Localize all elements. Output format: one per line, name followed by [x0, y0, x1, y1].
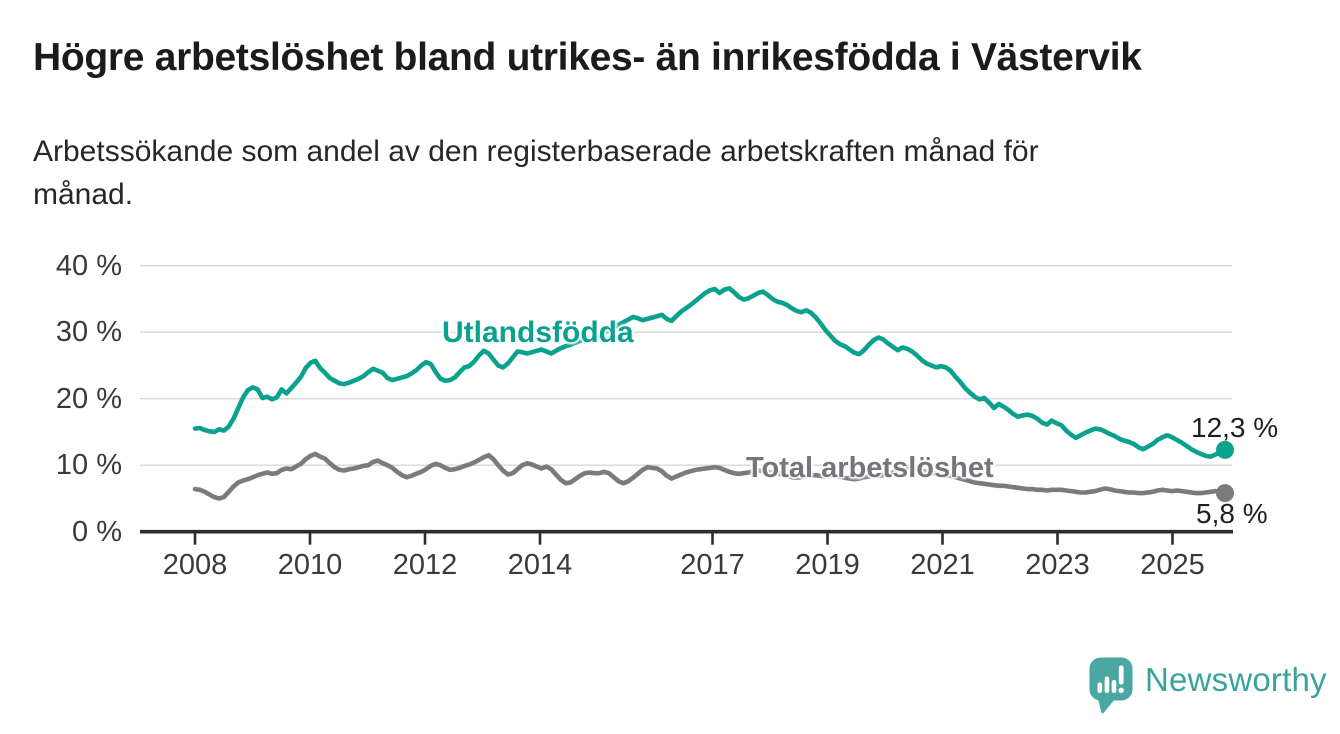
chart-subtitle: Arbetssökande som andel av den registerb…	[33, 130, 1293, 216]
chart-subtitle-line-1: Arbetssökande som andel av den registerb…	[33, 135, 1039, 168]
newsworthy-wordmark: Newsworthy	[1145, 661, 1327, 698]
x-axis-tick-2025: 2025	[1140, 549, 1205, 581]
x-axis-tick-2017: 2017	[680, 549, 745, 581]
x-axis-tick-2021: 2021	[910, 549, 975, 581]
y-axis-tick-40: 40 %	[55, 249, 122, 282]
newsworthy-logo-icon	[1089, 657, 1133, 714]
y-axis-tick-30: 30 %	[55, 316, 122, 349]
series-end-dot-total-arbetsl-shet	[1216, 484, 1234, 503]
x-axis-tick-2014: 2014	[507, 549, 573, 581]
end-value-total-arbetsloshet: 5,8 %	[1196, 498, 1268, 529]
newsworthy-brand: Newsworthy	[1088, 656, 1327, 716]
x-axis-tick-2012: 2012	[392, 549, 458, 581]
end-value-utlandsfodda: 12,3 %	[1191, 412, 1279, 443]
x-axis-tick-2019: 2019	[795, 549, 860, 581]
page-title: Högre arbetslöshet bland utrikes- än inr…	[33, 36, 1142, 79]
series-line-utlandsf-dda	[192, 285, 1228, 459]
series-label-total-arbetsloshet: Total arbetslöshet	[746, 452, 994, 484]
chart-subtitle-line-2: månad.	[33, 178, 134, 211]
y-axis-tick-20: 20 %	[55, 382, 122, 415]
series-line-total-arbetsl-shet	[192, 451, 1228, 501]
series-label-utlandsfodda: Utlandsfödda	[442, 316, 634, 349]
y-axis-tick-0: 0 %	[72, 515, 122, 548]
y-axis-tick-10: 10 %	[55, 449, 122, 482]
x-axis-tick-2008: 2008	[162, 549, 228, 581]
x-axis-tick-2023: 2023	[1025, 549, 1090, 581]
x-axis-tick-2010: 2010	[277, 549, 343, 581]
series-end-dot-utlandsf-dda	[1216, 440, 1234, 459]
